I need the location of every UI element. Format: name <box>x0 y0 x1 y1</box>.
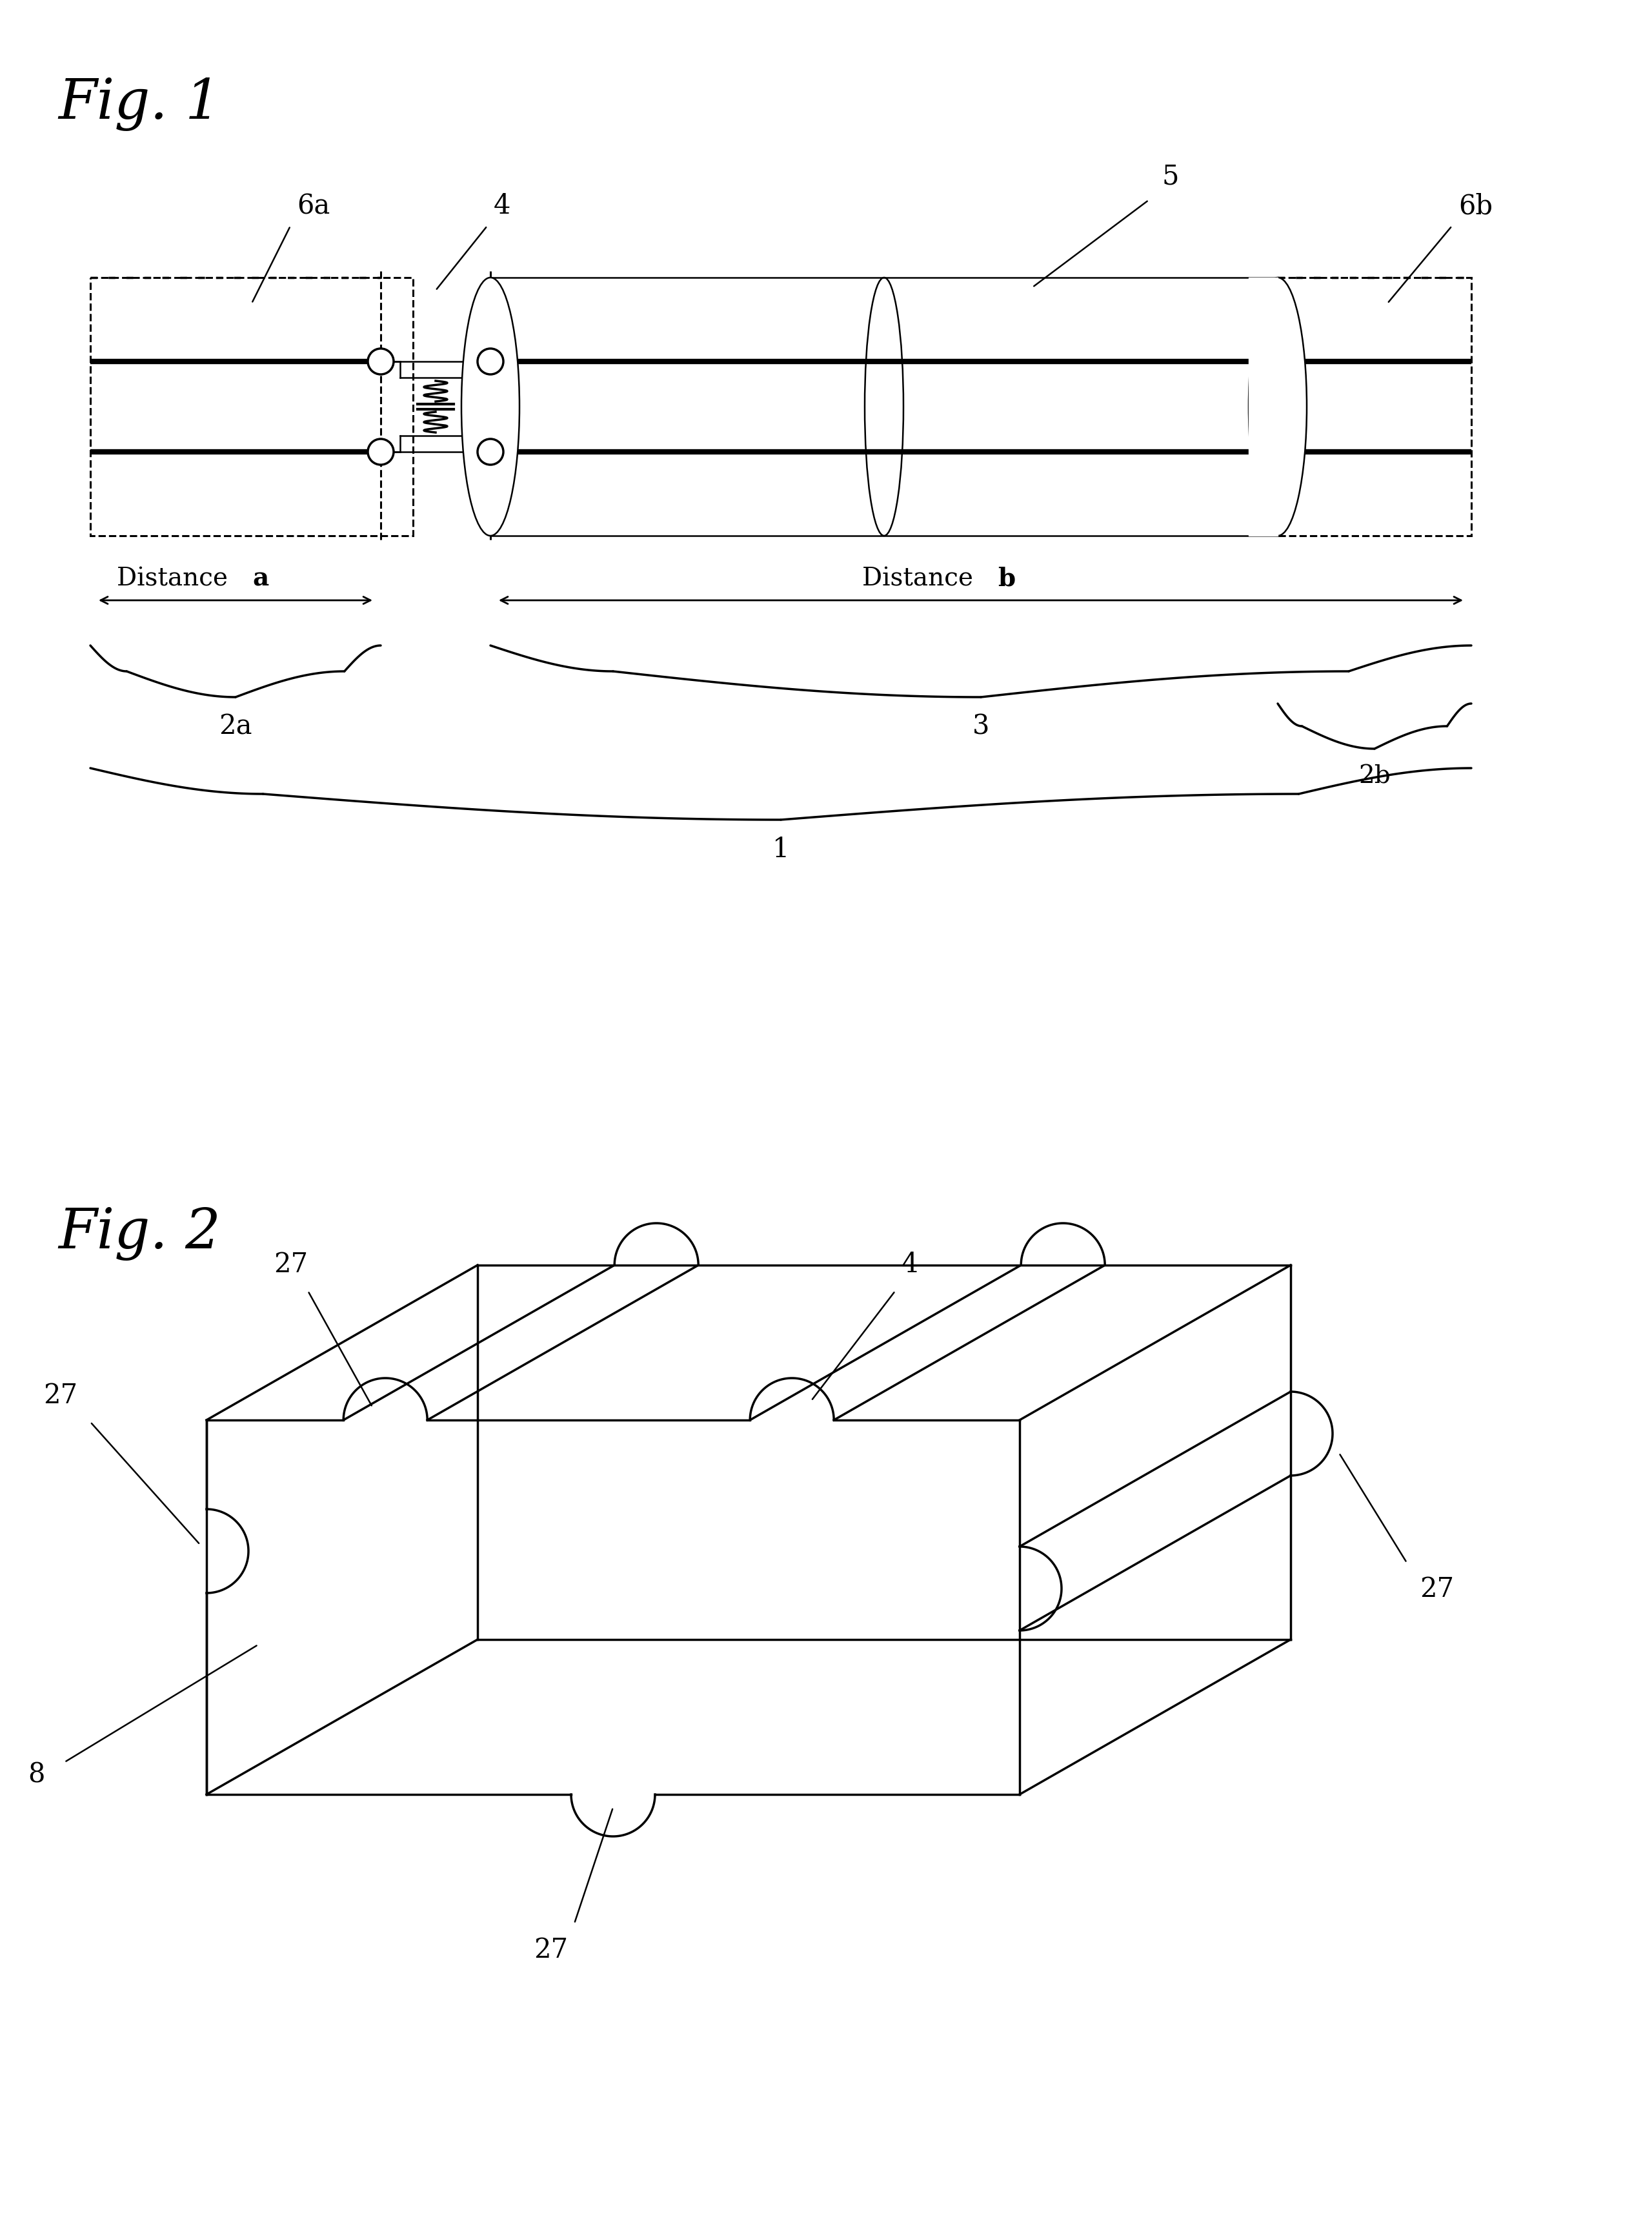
Ellipse shape <box>477 438 504 465</box>
Ellipse shape <box>477 349 504 375</box>
Text: 5: 5 <box>1161 163 1178 190</box>
Text: 27: 27 <box>274 1251 307 1278</box>
Text: 4: 4 <box>902 1251 919 1278</box>
Text: 1: 1 <box>773 836 790 862</box>
Text: Fig. 2: Fig. 2 <box>58 1206 221 1260</box>
Text: 2b: 2b <box>1358 764 1391 789</box>
Text: 6b: 6b <box>1459 192 1493 219</box>
Text: Distance: Distance <box>862 567 981 590</box>
Text: 6a: 6a <box>297 192 330 219</box>
Text: 3: 3 <box>973 713 990 739</box>
Ellipse shape <box>368 349 393 375</box>
Ellipse shape <box>461 277 519 536</box>
Text: Fig. 1: Fig. 1 <box>58 78 221 132</box>
Text: 27: 27 <box>1419 1575 1454 1602</box>
Text: 27: 27 <box>534 1937 568 1964</box>
Ellipse shape <box>1249 277 1307 536</box>
Text: Distance: Distance <box>117 567 236 590</box>
Text: b: b <box>981 565 1016 590</box>
Text: 27: 27 <box>43 1383 78 1410</box>
Ellipse shape <box>368 438 393 465</box>
Text: 4: 4 <box>494 192 510 219</box>
Text: a: a <box>236 565 269 590</box>
Text: 2a: 2a <box>220 713 253 739</box>
Text: 8: 8 <box>28 1763 45 1789</box>
